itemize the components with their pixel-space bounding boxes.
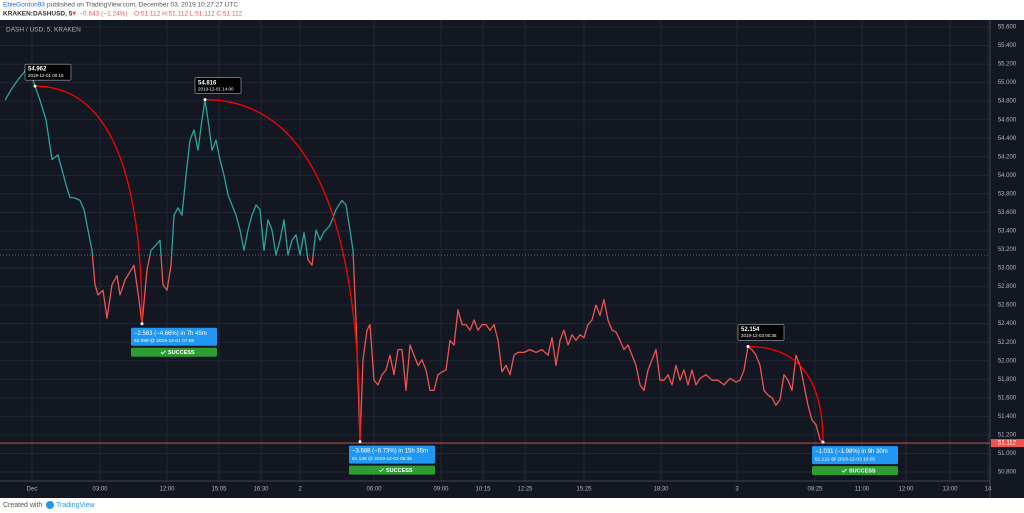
drop-arc — [747, 345, 824, 443]
y-tick-label: 52.000 — [998, 358, 1017, 364]
y-tick-label: 52.600 — [998, 303, 1017, 309]
y-tick-label: 52.400 — [998, 321, 1017, 327]
peak-point — [746, 344, 750, 348]
x-tick-label: 12:25 — [517, 487, 533, 493]
x-tick-label: 08:25 — [807, 487, 823, 493]
target-detail: 51.128 @ 2019-12-02 05:35 — [352, 456, 412, 462]
y-tick-label: 55.000 — [998, 80, 1017, 86]
trough-point — [821, 440, 825, 444]
x-tick-label: 16:30 — [253, 487, 269, 493]
grid — [0, 20, 990, 481]
status-check — [378, 468, 384, 473]
y-tick-label: 52.800 — [998, 284, 1017, 290]
footer-bg — [0, 498, 1024, 513]
status-box — [349, 465, 435, 475]
y-tick-label: 54.200 — [998, 154, 1017, 160]
status-check — [160, 350, 166, 355]
y-tick-label: 51.000 — [998, 451, 1017, 457]
tv-logo — [46, 501, 54, 509]
x-tick-label: 15:25 — [576, 487, 592, 493]
symbol: KRAKEN:DASHUSD, 5 — [3, 11, 73, 18]
peak-point — [33, 84, 37, 88]
last-price-box — [991, 439, 1024, 448]
trough-point — [358, 440, 362, 444]
y-tick-label: 54.000 — [998, 173, 1017, 179]
y-tick-label: 55.600 — [998, 25, 1017, 31]
peak-time: 2019-12-03 00:35 — [741, 333, 777, 338]
price-line — [4, 64, 824, 443]
footer-created: Created with — [3, 502, 42, 509]
y-tick-label: 51.600 — [998, 395, 1017, 401]
y-tick-label: 54.800 — [998, 99, 1017, 105]
peak-time: 2019-12-01 00:10 — [28, 73, 64, 78]
x-tick-label: 10:15 — [475, 487, 491, 493]
x-tick-label: 12:00 — [159, 487, 175, 493]
status-check — [841, 468, 847, 473]
status-label: SUCCESS — [168, 350, 195, 356]
peak-price: 54.816 — [198, 80, 217, 86]
x-tick-label: 06:00 — [366, 487, 382, 493]
x-tick-label: 18:30 — [653, 487, 669, 493]
y-tick-label: 53.400 — [998, 229, 1017, 235]
y-tick-label: 53.200 — [998, 247, 1017, 253]
y-tick-label: 54.600 — [998, 117, 1017, 123]
peak-price: 52.154 — [741, 327, 760, 333]
ohlc: O:51.112 H:51.112 L:51.112 C:51.112 — [134, 11, 243, 18]
y-tick-label: 55.200 — [998, 62, 1017, 68]
status-box — [812, 466, 898, 476]
peak-box — [24, 63, 72, 81]
y-tick-label: 52.200 — [998, 340, 1017, 346]
target-change: −2.563 (−4.66%) in 7h 45m — [134, 331, 207, 337]
header-bg — [0, 0, 1024, 20]
peak-box — [737, 324, 785, 341]
last-price-label: 51.112 — [998, 441, 1017, 447]
target-detail: 51.122 @ 2019-12-03 10:05 — [815, 456, 875, 462]
x-tick-label: 12:00 — [898, 487, 914, 493]
trough-point — [140, 322, 144, 326]
x-tick-label: 03:00 — [92, 487, 108, 493]
x-tick-label: 15:05 — [211, 487, 227, 493]
chart-bg — [0, 20, 1024, 498]
y-tick-label: 53.600 — [998, 210, 1017, 216]
target-box — [812, 446, 898, 465]
y-tick-label: 51.400 — [998, 414, 1017, 420]
publisher[interactable]: EbieGordon93 — [3, 2, 45, 9]
status-label: SUCCESS — [386, 468, 413, 474]
x-tick-label: 13:00 — [942, 487, 958, 493]
drop-arc — [34, 85, 143, 324]
target-detail: 52.399 @ 2019-12-01 07:55 — [134, 338, 194, 344]
y-tick-label: 54.400 — [998, 136, 1017, 142]
footer-brand[interactable]: TradingView — [56, 502, 95, 509]
y-tick-label: 50.800 — [998, 470, 1017, 476]
legend: DASH / USD, 5, KRAKEN — [6, 27, 81, 34]
y-tick-label: 55.400 — [998, 43, 1017, 49]
y-tick-label: 51.200 — [998, 432, 1017, 438]
y-tick-label: 51.800 — [998, 377, 1017, 383]
y-tick-label: 53.800 — [998, 191, 1017, 197]
x-tick-label: Dec — [27, 487, 38, 493]
published: published on TradingView.com, December 0… — [47, 2, 238, 9]
drop-arc — [204, 99, 361, 442]
y-tick-label: 53.000 — [998, 266, 1017, 272]
peak-point — [203, 98, 207, 102]
x-tick-label: 14 — [985, 487, 992, 493]
change: ▼ −0.643 (−1.24%) — [71, 11, 128, 18]
x-tick-label: 2 — [298, 487, 302, 493]
x-tick-label: 09:00 — [433, 487, 449, 493]
target-box — [131, 327, 217, 346]
target-box — [349, 445, 435, 464]
peak-price: 54.962 — [28, 67, 47, 73]
target-change: −1.031 (−1.98%) in 9h 30m — [815, 449, 888, 455]
peak-box — [194, 77, 242, 94]
x-tick-label: 11:00 — [855, 487, 870, 493]
status-box — [131, 347, 217, 357]
target-change: −3.688 (−6.73%) in 15h 35m — [352, 449, 428, 455]
x-tick-label: 3 — [735, 487, 739, 493]
peak-time: 2019-12-01 14:00 — [198, 86, 234, 91]
status-label: SUCCESS — [849, 468, 876, 474]
